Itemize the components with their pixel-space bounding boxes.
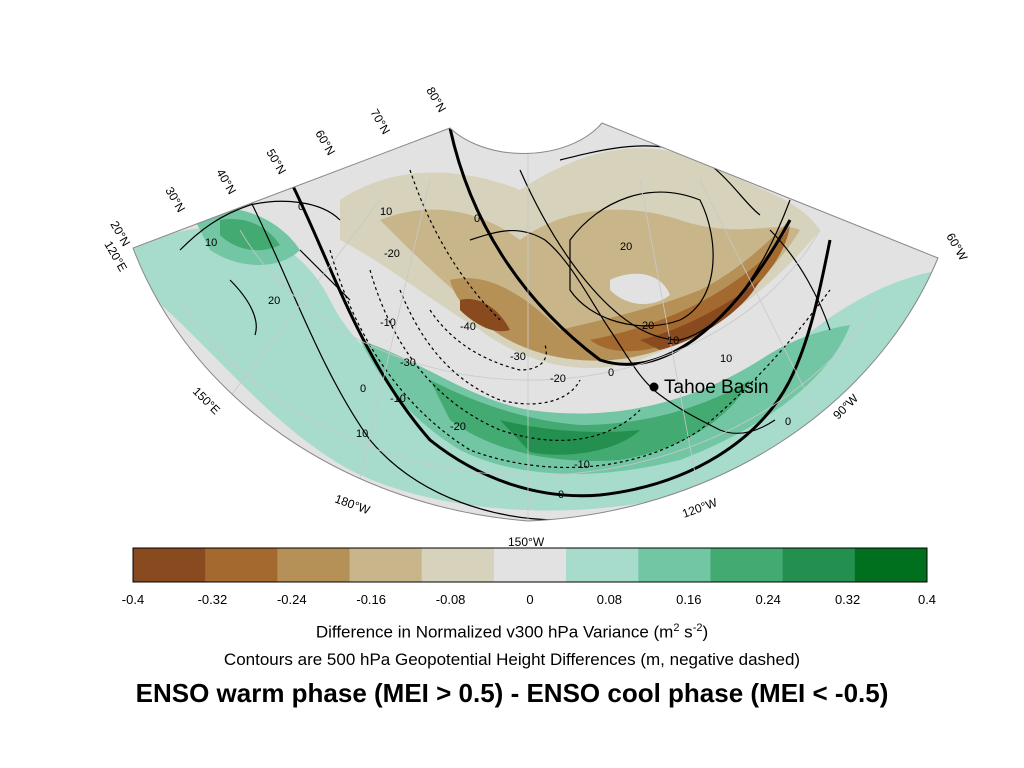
colorbar-swatch [710, 548, 784, 582]
colorbar-swatch [782, 548, 856, 582]
colorbar-swatch [493, 548, 567, 582]
contour-label: 10 [205, 237, 217, 249]
lon-label: 150°E [190, 384, 223, 417]
lon-label: 60°W [943, 231, 970, 264]
colorbar-tick-label: -0.08 [435, 592, 466, 607]
contour-label: 10 [380, 206, 392, 218]
colorbar-tick-label: -0.4 [121, 592, 145, 607]
tahoe-basin-marker [649, 382, 659, 392]
caption-text: ) [702, 622, 709, 642]
colorbar-tick-label: 0.4 [917, 592, 937, 607]
lat-label: 60°N [312, 128, 338, 158]
caption-text: Difference in Normalized v300 hPa Varian… [315, 622, 674, 642]
contour-label: 10 [720, 353, 732, 365]
colorbar [132, 547, 928, 583]
colorbar-tick-label: 0.24 [755, 592, 781, 607]
contour-label: 0 [558, 489, 564, 501]
contour-label: 0 [785, 416, 791, 428]
contour-label: 10 [356, 428, 368, 440]
lon-label: 150°W [508, 535, 545, 549]
contour-20-east [569, 191, 714, 327]
colorbar-tick-label: 0 [526, 592, 534, 607]
negative-anomaly-max-2 [640, 280, 760, 350]
positive-anomaly-belt [133, 227, 938, 511]
colorbar-tick-label: -0.32 [197, 592, 228, 607]
contour-minus20 [369, 269, 641, 441]
contour-label: -20 [550, 373, 566, 385]
contour-label: 0 [360, 383, 366, 395]
colorbar-tick-label: 0.16 [676, 592, 702, 607]
colorbar-swatch [133, 548, 206, 582]
contour-label: -20 [384, 248, 400, 260]
colorbar-swatch [638, 548, 711, 582]
colorbar-swatch [349, 548, 423, 582]
contour-label: -10 [574, 459, 590, 471]
lat-label: 50°N [263, 147, 289, 177]
contour-label: 0 [298, 201, 304, 213]
caption-superscript: -2 [692, 622, 703, 634]
colorbar-tick-label: -0.16 [356, 592, 387, 607]
contour-zero-west [288, 179, 832, 498]
colorbar-tick-label: 0.32 [834, 592, 861, 607]
map-sector-outline [132, 122, 939, 522]
colorbar-caption: Difference in Normalized v300 hPa Varian… [0, 622, 1024, 643]
variance-shading [133, 127, 938, 521]
contour-label: -10 [390, 393, 406, 405]
caption-superscript: 2 [673, 622, 680, 634]
contour-caption: Contours are 500 hPa Geopotential Height… [223, 650, 801, 669]
colorbar-outline [132, 547, 928, 583]
contour-label: -20 [450, 421, 466, 433]
contour-minus40 [429, 309, 547, 371]
lat-label: 30°N [162, 185, 188, 215]
figure-title: ENSO warm phase (MEI > 0.5) - ENSO cool … [135, 678, 889, 708]
positive-anomaly-peak [430, 380, 750, 461]
contour-minus10-north [409, 169, 501, 321]
lon-label: 180°W [333, 492, 372, 518]
caption-text: s [679, 622, 693, 642]
asia-coastline [179, 200, 351, 336]
colorbar-swatch [277, 548, 351, 582]
lon-label: 120°W [680, 495, 719, 521]
colorbar-tick-label: 0.08 [596, 592, 623, 607]
contour-10-west [249, 199, 561, 521]
positive-anomaly-max [500, 420, 640, 455]
contour-minus10 [329, 249, 831, 469]
positive-anomaly-west-core [220, 219, 280, 251]
contour-label: -10 [380, 317, 396, 329]
colorbar-swatch [566, 548, 639, 582]
contour-labels: 10 0 20 -10 -20 -30 -40 10 0 20 -10 -20 … [205, 201, 791, 501]
contour-label: 10 [667, 335, 679, 347]
contour-label: 20 [620, 241, 632, 253]
colorbar-tick-label: -0.24 [276, 592, 307, 607]
graticule [179, 140, 881, 521]
contour-minus30 [399, 289, 581, 405]
colorbar-tick-labels: -0.4 -0.32 -0.24 -0.16 -0.08 0 0.08 0.16 0.24 0.3… [0, 592, 1024, 610]
colorbar-swatch [854, 548, 928, 582]
lat-label: 70°N [367, 107, 393, 137]
negative-anomaly-max [460, 299, 510, 332]
contour-10-east [519, 169, 791, 341]
colorbar-swatch [205, 548, 278, 582]
contour-label: 20 [268, 295, 280, 307]
lat-label: 80°N [423, 85, 449, 115]
lat-label: 40°N [213, 167, 239, 197]
contour-label: -30 [510, 351, 526, 363]
contour-label: 20 [642, 320, 654, 332]
tahoe-basin-label: Tahoe Basin [664, 377, 769, 398]
near-zero-patch [610, 273, 670, 305]
contour-label: -40 [460, 321, 476, 333]
contour-label: 0 [474, 213, 480, 225]
colorbar-swatch [421, 548, 495, 582]
contour-label: -30 [400, 357, 416, 369]
contour-label: 0 [608, 367, 614, 379]
